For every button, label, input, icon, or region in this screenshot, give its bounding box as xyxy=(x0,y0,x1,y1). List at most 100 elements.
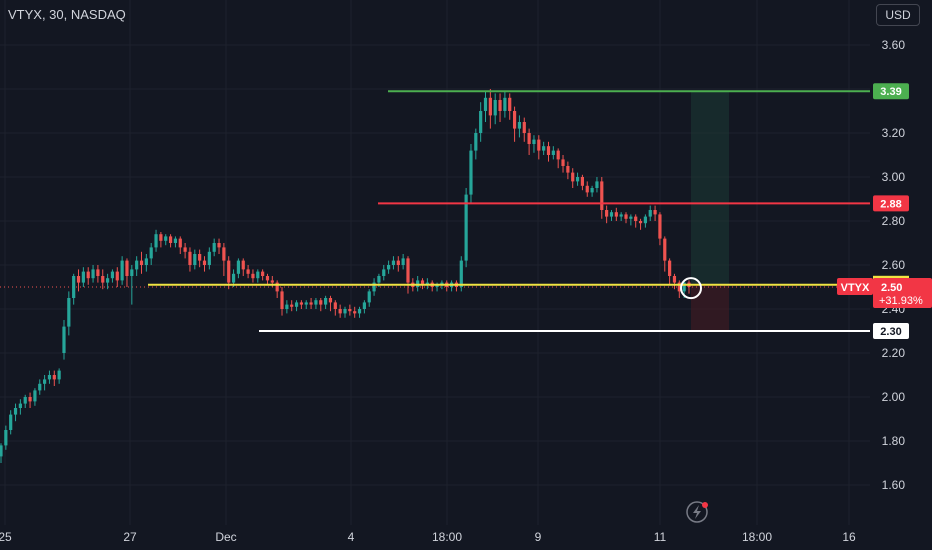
candle-body xyxy=(677,282,681,292)
candle-body xyxy=(120,260,124,281)
candle-body xyxy=(585,185,589,193)
candle-body xyxy=(522,122,526,133)
candle-body xyxy=(377,276,381,283)
candle-body xyxy=(135,260,139,270)
candle-body xyxy=(483,97,488,111)
candle-body xyxy=(643,216,647,224)
price-tag-bg xyxy=(873,323,909,339)
candle-body xyxy=(435,284,439,287)
candle-body xyxy=(488,97,492,116)
candle-body xyxy=(96,269,100,276)
position-target-zone xyxy=(691,91,729,285)
candle-body xyxy=(464,194,468,261)
candle-body xyxy=(469,150,473,195)
candle-body xyxy=(57,370,61,380)
candle-body xyxy=(110,271,115,279)
candle-body xyxy=(299,302,303,305)
candle-body xyxy=(343,309,347,314)
candle-body xyxy=(668,260,672,276)
candle-body xyxy=(338,309,342,314)
y-tick-label: 3.00 xyxy=(882,170,906,184)
x-tick-label: Dec xyxy=(215,530,236,544)
candle-body xyxy=(280,291,284,309)
candle-body xyxy=(275,282,279,292)
candle-body xyxy=(168,236,173,243)
candle-body xyxy=(91,269,95,279)
candle-body xyxy=(440,282,444,285)
candle-body xyxy=(207,251,211,265)
candle-body xyxy=(571,172,575,182)
candle-body xyxy=(265,276,270,281)
candle-body xyxy=(227,260,231,283)
currency-button[interactable]: USD xyxy=(876,4,920,26)
candle-body xyxy=(125,260,129,276)
candle-body xyxy=(236,260,241,274)
candle-body xyxy=(537,139,541,151)
candle-body xyxy=(47,375,52,380)
candle-body xyxy=(130,269,134,276)
flash-icon[interactable] xyxy=(686,501,708,523)
candle-body xyxy=(357,309,362,314)
candle-body xyxy=(217,243,221,248)
candle-body xyxy=(653,210,657,215)
candle-body xyxy=(493,100,497,116)
price-axis[interactable]: 3.603.403.203.002.802.602.402.202.001.80… xyxy=(882,38,906,492)
symbol-tag-bg xyxy=(837,278,873,295)
candle-body xyxy=(580,177,585,186)
candle-body xyxy=(314,300,318,305)
candle-body xyxy=(23,397,27,404)
candle-body xyxy=(38,383,42,391)
candle-body xyxy=(401,258,405,265)
candle-body xyxy=(33,390,37,402)
y-tick-label: 1.60 xyxy=(882,478,906,492)
candle-body xyxy=(508,97,512,111)
candle-body xyxy=(614,212,618,217)
time-axis[interactable]: 25 27 Dec 4 18:00 9 11 18:00 16 xyxy=(0,530,856,544)
candle-body xyxy=(139,260,144,265)
candle-body xyxy=(420,280,425,285)
candle-body xyxy=(474,133,478,151)
candle-body xyxy=(416,280,420,287)
candle-body xyxy=(81,271,85,283)
x-tick-label: 18:00 xyxy=(742,530,772,544)
candle-body xyxy=(256,271,260,279)
candle-body xyxy=(62,326,66,353)
last-price-tag-bg xyxy=(873,278,932,308)
x-tick-label: 11 xyxy=(654,530,667,544)
y-tick-label: 2.80 xyxy=(882,214,906,228)
candle-body xyxy=(144,258,148,265)
candle-body xyxy=(551,150,555,155)
horizontal-lines[interactable] xyxy=(148,90,870,332)
x-tick-label: 25 xyxy=(0,530,12,544)
candle-body xyxy=(149,247,153,259)
y-tick-label: 3.20 xyxy=(882,126,906,140)
candle-body xyxy=(28,397,32,402)
entry-marker-circle xyxy=(680,277,702,300)
candle-body xyxy=(115,271,119,281)
price-tags: 3.39 2.88 2.30 VTYX 2.50+31.93% xyxy=(837,83,932,339)
candle-body xyxy=(629,216,633,219)
candle-body xyxy=(188,251,192,265)
candle-body xyxy=(231,273,236,283)
candle-body xyxy=(367,291,371,303)
candle-body xyxy=(542,146,546,151)
candle-body xyxy=(202,260,207,265)
candle-body xyxy=(532,139,536,144)
candle-body xyxy=(333,302,337,309)
y-tick-label: 2.20 xyxy=(882,346,906,360)
candle-body xyxy=(372,282,376,292)
candle-body xyxy=(18,403,22,408)
candle-body xyxy=(391,260,396,265)
candle-body xyxy=(498,100,502,111)
candle-body xyxy=(86,271,90,279)
candle-body xyxy=(164,236,168,241)
candle-body xyxy=(387,265,391,270)
last-price-change: +31.93% xyxy=(879,295,923,307)
candle-body xyxy=(198,254,202,261)
candle-body xyxy=(566,166,570,173)
entry-tag-stub xyxy=(873,275,909,279)
candle-body xyxy=(193,254,197,265)
candle-body xyxy=(304,302,308,305)
y-tick-label: 2.00 xyxy=(882,390,906,404)
